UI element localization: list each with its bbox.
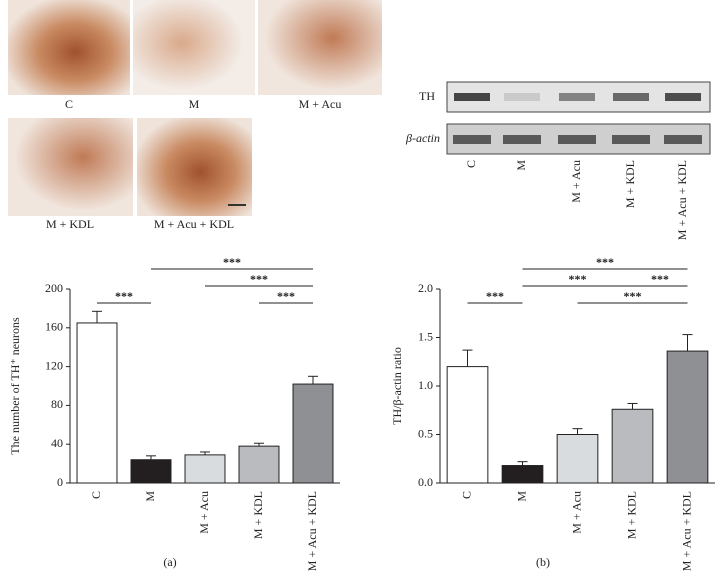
bar	[130, 459, 172, 484]
x-tick-label: M + Acu + KDL	[305, 491, 319, 571]
y-tick-label: 1.0	[418, 378, 433, 392]
caption: (b)	[536, 555, 550, 569]
blot-lane-label: M + Acu	[569, 160, 583, 203]
blot-lane-label: M + KDL	[623, 160, 637, 208]
blot-band	[559, 93, 595, 101]
significance-label: ***	[596, 255, 614, 269]
bar	[556, 434, 599, 484]
micrograph	[258, 0, 382, 95]
y-tick-label: 2.0	[418, 281, 433, 295]
blot-lane-label: C	[464, 160, 478, 168]
blot-band	[664, 135, 702, 144]
significance-label: ***	[115, 289, 133, 303]
y-tick-label: 200	[45, 281, 63, 295]
x-tick-label: M + KDL	[251, 491, 265, 539]
y-tick-label: 0	[57, 475, 63, 489]
micrograph-label: M	[189, 97, 200, 111]
micrograph	[133, 0, 255, 95]
blot-band	[665, 93, 701, 101]
y-tick-label: 0.0	[418, 475, 433, 489]
x-tick-label: M	[514, 491, 528, 502]
micrograph	[8, 118, 133, 216]
blot-band	[613, 93, 649, 101]
micrograph-label: C	[65, 97, 73, 111]
significance-label: ***	[624, 289, 642, 303]
blot-band	[612, 135, 650, 144]
bar	[611, 408, 654, 484]
bar	[501, 465, 544, 484]
micrograph-label: M + Acu	[299, 97, 342, 111]
western-blot: TH β-actin C M M + Acu M + KDL M + Acu + KDL	[405, 81, 711, 240]
bar	[292, 383, 334, 484]
x-tick-label: M + KDL	[624, 491, 638, 539]
bar	[76, 322, 118, 484]
bar	[184, 454, 226, 484]
blot-row-label: TH	[419, 89, 435, 103]
micrograph	[137, 118, 252, 216]
bar	[446, 366, 489, 484]
significance-label: ***	[277, 289, 295, 303]
bar	[238, 445, 280, 484]
y-axis-label: TH/β-actin ratio	[390, 347, 404, 425]
y-axis-label: The number of TH⁺ neurons	[8, 317, 22, 455]
x-tick-label: M + Acu + KDL	[679, 491, 693, 571]
micrograph	[8, 0, 130, 95]
significance-label: ***	[569, 272, 587, 286]
y-tick-label: 80	[51, 397, 63, 411]
x-tick-label: M + Acu	[569, 491, 583, 534]
blot-band	[454, 93, 490, 101]
x-tick-label: M	[143, 491, 157, 502]
y-tick-label: 1.5	[418, 329, 433, 343]
bar-chart: 0 40 80 120 160 200 The number of TH⁺ neurons (…	[8, 255, 340, 571]
blot-lane-label: M	[514, 160, 528, 171]
y-tick-label: 40	[51, 436, 63, 450]
y-tick-label: 120	[45, 358, 63, 372]
blot-band	[504, 93, 540, 101]
y-tick-label: 0.5	[418, 426, 433, 440]
bar	[666, 350, 709, 484]
significance-label: ***	[223, 255, 241, 269]
micrograph-label: M + KDL	[46, 217, 94, 231]
y-tick-label: 160	[45, 320, 63, 334]
bar-chart: 0.0 0.5 1.0 1.5 2.0 TH/β-actin ratio (b) C M M + …	[390, 255, 715, 571]
blot-lane-label: M + Acu + KDL	[675, 160, 689, 240]
significance-label: ***	[651, 272, 669, 286]
x-tick-label: C	[89, 491, 103, 499]
blot-row-label: β-actin	[405, 131, 440, 145]
blot-band	[503, 135, 541, 144]
significance-label: ***	[486, 289, 504, 303]
blot-band	[453, 135, 491, 144]
significance-label: ***	[250, 272, 268, 286]
x-tick-label: M + Acu	[197, 491, 211, 534]
micrograph-label: M + Acu + KDL	[154, 217, 234, 231]
blot-band	[558, 135, 596, 144]
caption: (a)	[163, 555, 176, 569]
x-tick-label: C	[459, 491, 473, 499]
micrograph-panel: C M M + Acu M + KDL M + Acu + KDL	[8, 0, 382, 231]
